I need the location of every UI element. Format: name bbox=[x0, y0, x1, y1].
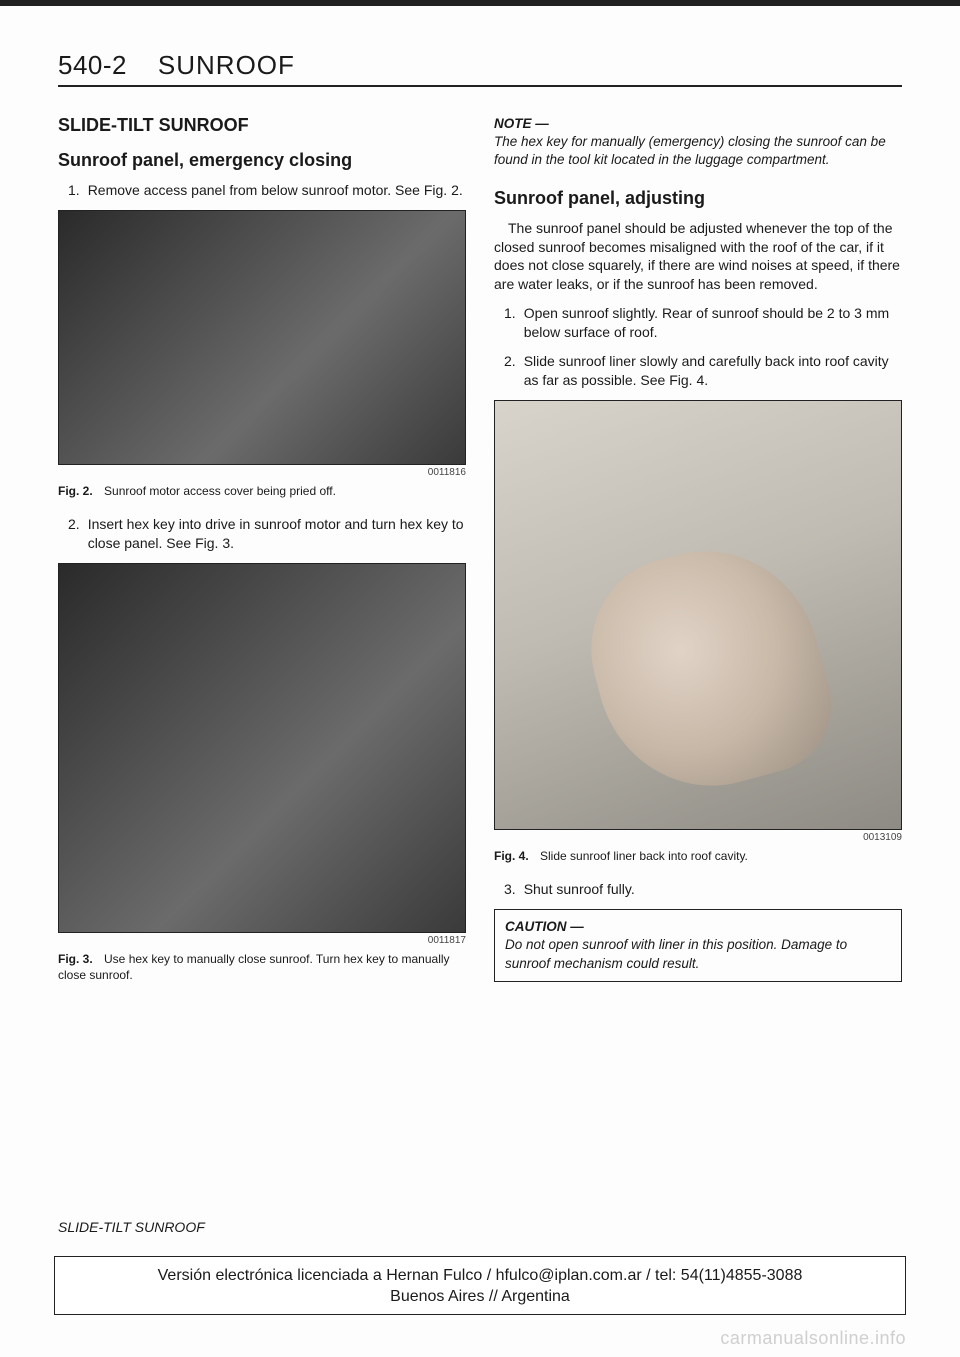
page-header-text: 540-2 SUNROOF bbox=[58, 50, 902, 81]
figure-3-id: 0011817 bbox=[58, 935, 466, 946]
top-rule bbox=[0, 0, 960, 6]
step-text: Remove access panel from below sunroof m… bbox=[88, 181, 466, 200]
procedure-step: 1. Open sunroof slightly. Rear of sunroo… bbox=[504, 304, 902, 342]
note-block: NOTE — The hex key for manually (emergen… bbox=[494, 115, 902, 170]
caution-heading: CAUTION — bbox=[505, 919, 584, 934]
hand-illustration bbox=[570, 526, 847, 811]
figure-2-id: 0011816 bbox=[58, 467, 466, 478]
figure-4-caption-text: Slide sunroof liner back into roof cavit… bbox=[540, 849, 748, 863]
step-number: 1. bbox=[68, 181, 80, 200]
step-text: Slide sunroof liner slowly and carefully… bbox=[524, 352, 902, 390]
subsection-title: Sunroof panel, emergency closing bbox=[58, 150, 466, 171]
license-bar: Versión electrónica licenciada a Hernan … bbox=[54, 1256, 906, 1315]
figure-3-caption-text: Use hex key to manually close sunroof. T… bbox=[58, 952, 450, 982]
figure-3-label: Fig. 3. bbox=[58, 952, 93, 966]
subsection-title: Sunroof panel, adjusting bbox=[494, 188, 902, 209]
step-text: Shut sunroof fully. bbox=[524, 880, 902, 899]
left-column: SLIDE-TILT SUNROOF Sunroof panel, emerge… bbox=[58, 115, 466, 999]
section-name: SUNROOF bbox=[158, 50, 295, 80]
license-line-2: Buenos Aires // Argentina bbox=[61, 1286, 899, 1308]
step-text: Open sunroof slightly. Rear of sunroof s… bbox=[524, 304, 902, 342]
two-column-layout: SLIDE-TILT SUNROOF Sunroof panel, emerge… bbox=[58, 115, 902, 999]
figure-4-image bbox=[494, 400, 902, 830]
page: 540-2 SUNROOF SLIDE-TILT SUNROOF Sunroof… bbox=[0, 0, 960, 1357]
page-header: 540-2 SUNROOF bbox=[58, 50, 902, 87]
procedure-step: 3. Shut sunroof fully. bbox=[504, 880, 902, 899]
figure-4-id: 0013109 bbox=[494, 832, 902, 843]
step-number: 1. bbox=[504, 304, 516, 342]
figure-2-image bbox=[58, 210, 466, 465]
note-body: The hex key for manually (emergency) clo… bbox=[494, 134, 886, 167]
watermark: carmanualsonline.info bbox=[720, 1328, 906, 1349]
figure-2-label: Fig. 2. bbox=[58, 484, 93, 498]
figure-4-caption: Fig. 4. Slide sunroof liner back into ro… bbox=[494, 849, 902, 865]
license-line-1: Versión electrónica licenciada a Hernan … bbox=[61, 1265, 899, 1287]
figure-2-caption-text: Sunroof motor access cover being pried o… bbox=[104, 484, 336, 498]
procedure-step: 2. Slide sunroof liner slowly and carefu… bbox=[504, 352, 902, 390]
caution-box: CAUTION — Do not open sunroof with liner… bbox=[494, 909, 902, 982]
figure-3-image bbox=[58, 563, 466, 933]
step-text: Insert hex key into drive in sunroof mot… bbox=[88, 515, 466, 553]
figure-4-label: Fig. 4. bbox=[494, 849, 529, 863]
section-title: SLIDE-TILT SUNROOF bbox=[58, 115, 466, 136]
figure-3-caption: Fig. 3. Use hex key to manually close su… bbox=[58, 952, 466, 983]
figure-2-caption: Fig. 2. Sunroof motor access cover being… bbox=[58, 484, 466, 500]
step-number: 3. bbox=[504, 880, 516, 899]
procedure-step: 1. Remove access panel from below sunroo… bbox=[68, 181, 466, 200]
page-number: 540-2 bbox=[58, 50, 127, 80]
caution-body: Do not open sunroof with liner in this p… bbox=[505, 937, 847, 970]
note-heading: NOTE — bbox=[494, 116, 549, 131]
step-number: 2. bbox=[68, 515, 80, 553]
footer-section-label: SLIDE-TILT SUNROOF bbox=[58, 1219, 205, 1235]
body-paragraph: The sunroof panel should be adjusted whe… bbox=[494, 219, 902, 295]
procedure-step: 2. Insert hex key into drive in sunroof … bbox=[68, 515, 466, 553]
right-column: NOTE — The hex key for manually (emergen… bbox=[494, 115, 902, 999]
step-number: 2. bbox=[504, 352, 516, 390]
